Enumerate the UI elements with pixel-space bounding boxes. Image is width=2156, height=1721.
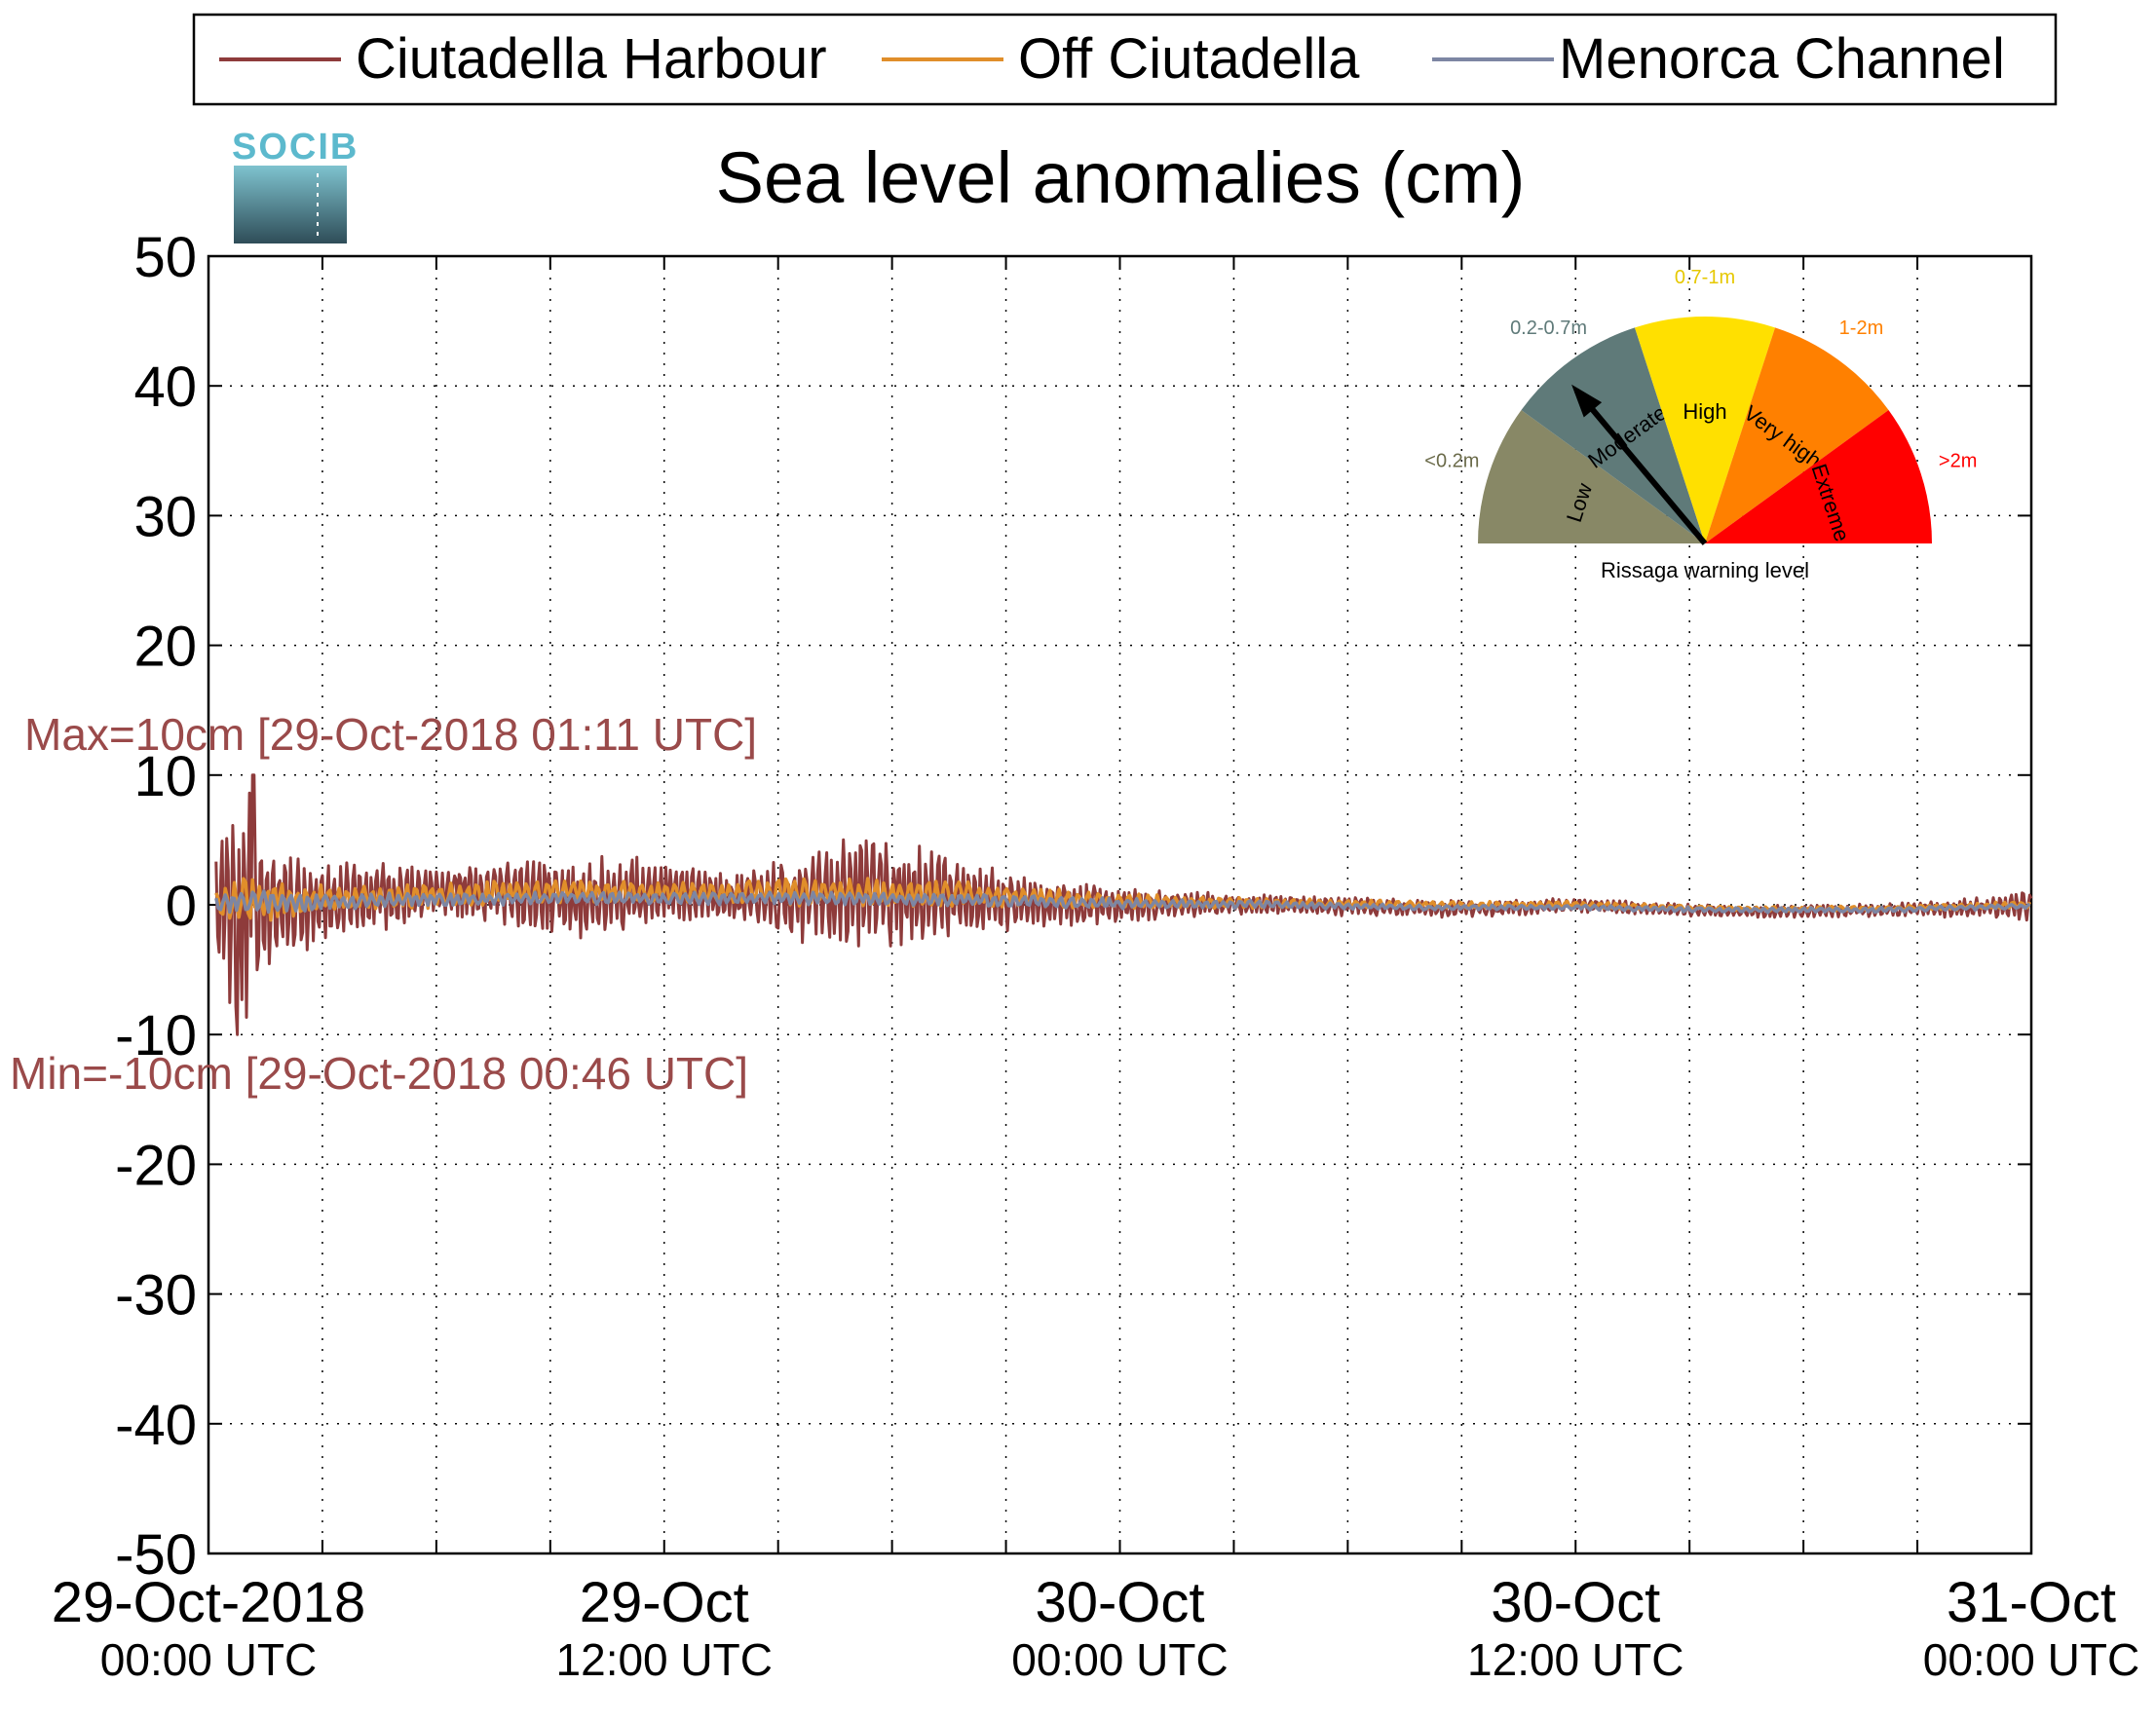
x-tick-date: 29-Oct — [580, 1571, 749, 1634]
x-tick-date: 30-Oct — [1491, 1571, 1660, 1634]
chart-title: Sea level anomalies (cm) — [716, 137, 1526, 218]
x-tick-date: 31-Oct — [1947, 1571, 2116, 1634]
gauge-segment-very-high — [1705, 327, 1889, 543]
x-tick-time: 00:00 UTC — [1011, 1634, 1228, 1685]
y-tick-label: -20 — [115, 1134, 197, 1197]
y-tick-label: 50 — [133, 226, 197, 289]
x-tick-time: 00:00 UTC — [1923, 1634, 2139, 1685]
legend-label-off-ciutadella: Off Ciutadella — [1018, 27, 1360, 91]
x-tick-date: 29-Oct-2018 — [52, 1571, 365, 1634]
gauge-segment-high — [1634, 317, 1776, 543]
socib-logo-text: SOCIB — [232, 127, 359, 168]
y-tick-label: -40 — [115, 1394, 197, 1457]
series-line-ciutadella-harbour — [214, 773, 2033, 1036]
gauge-needle — [1573, 389, 1708, 545]
socib-logo: SOCIB — [232, 127, 359, 243]
y-tick-label: 0 — [166, 875, 197, 938]
legend-label-menorca-channel: Menorca Channel — [1559, 27, 2005, 91]
y-tick-label: -10 — [115, 1004, 197, 1067]
y-axis: 50 40 30 20 10 0 -10 -20 -30 -40 -50 — [115, 226, 2031, 1587]
gauge-needle-head — [1571, 384, 1603, 418]
series-line-menorca-channel — [214, 889, 2031, 915]
series-lines — [214, 773, 2033, 1036]
y-tick-label: -30 — [115, 1264, 197, 1328]
x-tick-date: 30-Oct — [1035, 1571, 1204, 1634]
gauge-segment-low — [1478, 410, 1705, 543]
gauge-range-label: >2m — [1939, 451, 1977, 472]
y-tick-label: -50 — [115, 1523, 197, 1587]
gauge-range-label: 0.2-0.7m — [1510, 318, 1587, 339]
x-tick-time: 12:00 UTC — [556, 1634, 773, 1685]
gauge-segment-extreme — [1705, 410, 1932, 543]
gauge-range-label: <0.2m — [1424, 451, 1479, 472]
legend-label-ciutadella-harbour: Ciutadella Harbour — [356, 27, 827, 91]
gauge-range-label: 0.7-1m — [1675, 267, 1735, 288]
legend: Ciutadella Harbour Off Ciutadella Menorc… — [192, 13, 2058, 106]
y-tick-label: 10 — [133, 745, 197, 808]
max-annotation: Max=10cm [29-Oct-2018 01:11 UTC] — [24, 709, 757, 760]
gauge-range-label: 1-2m — [1839, 318, 1884, 339]
y-tick-label: 40 — [133, 355, 197, 419]
x-tick-time: 00:00 UTC — [100, 1634, 317, 1685]
y-tick-label: 20 — [133, 616, 197, 679]
min-annotation: Min=-10cm [29-Oct-2018 00:46 UTC] — [10, 1048, 748, 1099]
gauge-segment-label: High — [1683, 399, 1726, 424]
x-tick-time: 12:00 UTC — [1467, 1634, 1683, 1685]
y-tick-label: 30 — [133, 485, 197, 548]
gauge-caption: Rissaga warning level — [1601, 558, 1809, 582]
